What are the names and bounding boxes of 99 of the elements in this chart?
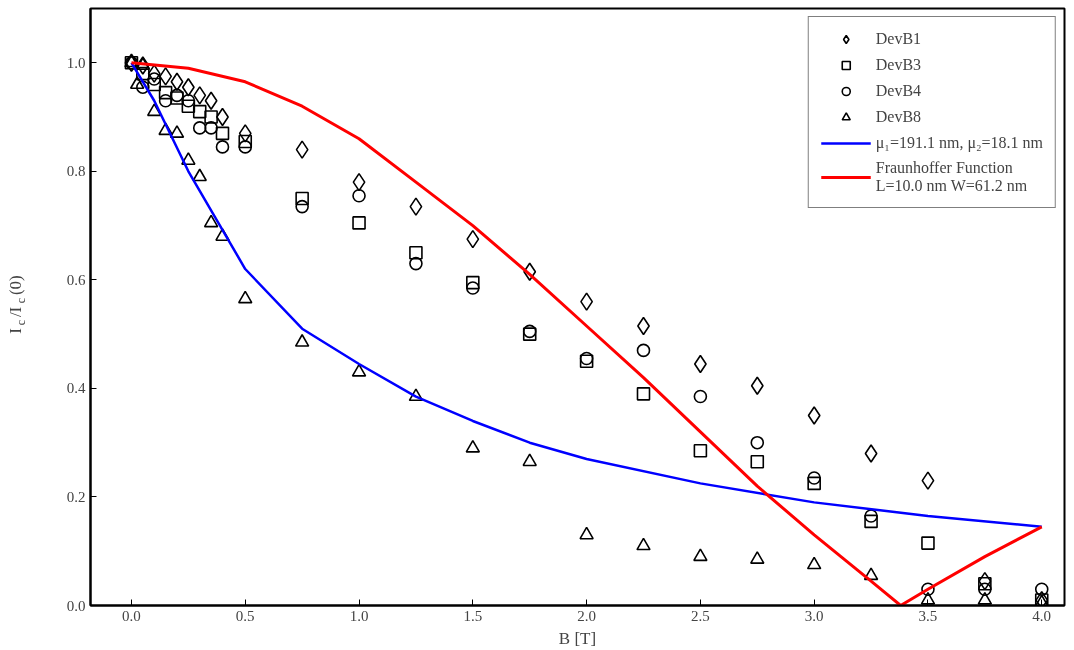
point	[920, 591, 936, 605]
point	[750, 435, 765, 450]
legend-label: Fraunhoffer Function L=10.0 nm W=61.2 nm	[875, 159, 1028, 195]
point	[294, 333, 310, 347]
point	[465, 439, 481, 453]
x-tick-label: 0.0	[122, 607, 141, 624]
point	[978, 571, 992, 591]
point	[351, 363, 367, 377]
point	[215, 126, 230, 141]
x-tick-label: 4.0	[1032, 607, 1052, 624]
point	[238, 134, 253, 149]
point	[295, 140, 309, 159]
legend-label: DevB3	[875, 56, 922, 74]
point	[864, 509, 878, 523]
point	[523, 262, 537, 282]
point	[750, 376, 764, 395]
point	[409, 245, 423, 260]
point	[204, 121, 218, 135]
point	[1034, 582, 1049, 597]
point	[192, 121, 207, 135]
point	[181, 93, 196, 108]
point	[409, 256, 423, 271]
point	[466, 281, 480, 295]
point	[693, 389, 708, 404]
point	[181, 77, 195, 97]
point	[579, 526, 594, 540]
point	[215, 140, 230, 154]
point	[136, 66, 150, 81]
legend-label: DevB8	[875, 108, 922, 126]
x-tick-label: 1.0	[349, 607, 369, 624]
point	[146, 103, 162, 117]
point	[750, 454, 765, 469]
y-tick-label: 0.6	[66, 271, 86, 288]
point	[352, 188, 366, 203]
point	[192, 168, 208, 182]
point	[158, 93, 173, 108]
point	[238, 124, 252, 143]
point	[978, 582, 992, 597]
point	[807, 471, 821, 485]
y-axis-title: Ic/Ic(0)	[6, 275, 28, 334]
point	[409, 197, 423, 216]
point	[466, 229, 480, 249]
x-tick-label: 3.0	[804, 607, 824, 624]
point	[237, 290, 253, 304]
point	[192, 104, 207, 119]
point	[181, 152, 196, 166]
x-tick-label: 1.5	[463, 607, 483, 624]
x-tick-label: 2.0	[577, 607, 596, 624]
x-axis-title: B [T]	[558, 628, 597, 648]
point	[807, 476, 821, 491]
point	[580, 292, 594, 311]
point	[408, 388, 424, 402]
point	[352, 172, 366, 192]
point	[636, 387, 651, 401]
point	[238, 140, 253, 154]
point	[147, 77, 162, 92]
point	[978, 576, 992, 591]
point	[129, 76, 145, 90]
point	[807, 406, 821, 425]
point	[636, 343, 651, 358]
point	[864, 444, 878, 463]
y-tick-label: 0.2	[66, 488, 86, 505]
point	[159, 67, 173, 86]
point	[693, 354, 707, 374]
point	[806, 556, 822, 570]
x-tick-label: 2.5	[691, 607, 710, 624]
point	[204, 91, 218, 111]
legend-label: μ₁=191.1 nm, μ₂=18.1 nm	[875, 134, 1043, 152]
point	[636, 537, 651, 551]
point	[863, 567, 879, 581]
point	[158, 122, 173, 136]
point	[204, 110, 218, 124]
point	[749, 551, 765, 564]
point	[147, 64, 161, 83]
point	[522, 453, 538, 467]
point	[921, 582, 935, 597]
legend-label: DevB4	[875, 82, 922, 100]
point	[466, 275, 480, 290]
y-tick-label: 1.0	[66, 54, 86, 71]
point	[977, 591, 993, 605]
point	[352, 216, 366, 230]
point	[864, 514, 878, 529]
point	[193, 86, 207, 105]
point	[693, 548, 708, 562]
x-tick-label: 3.5	[918, 607, 938, 624]
x-tick-label: 0.5	[235, 607, 255, 624]
y-tick-label: 0.4	[66, 380, 86, 397]
point	[181, 99, 196, 113]
y-tick-label: 0.8	[66, 163, 86, 180]
point	[921, 471, 935, 490]
point	[203, 214, 219, 228]
point	[921, 536, 935, 550]
point	[693, 444, 708, 458]
point	[170, 72, 184, 92]
legend-label: DevB1	[875, 30, 922, 48]
point	[295, 199, 309, 214]
point	[169, 125, 185, 138]
point	[158, 85, 173, 100]
point	[295, 191, 309, 206]
